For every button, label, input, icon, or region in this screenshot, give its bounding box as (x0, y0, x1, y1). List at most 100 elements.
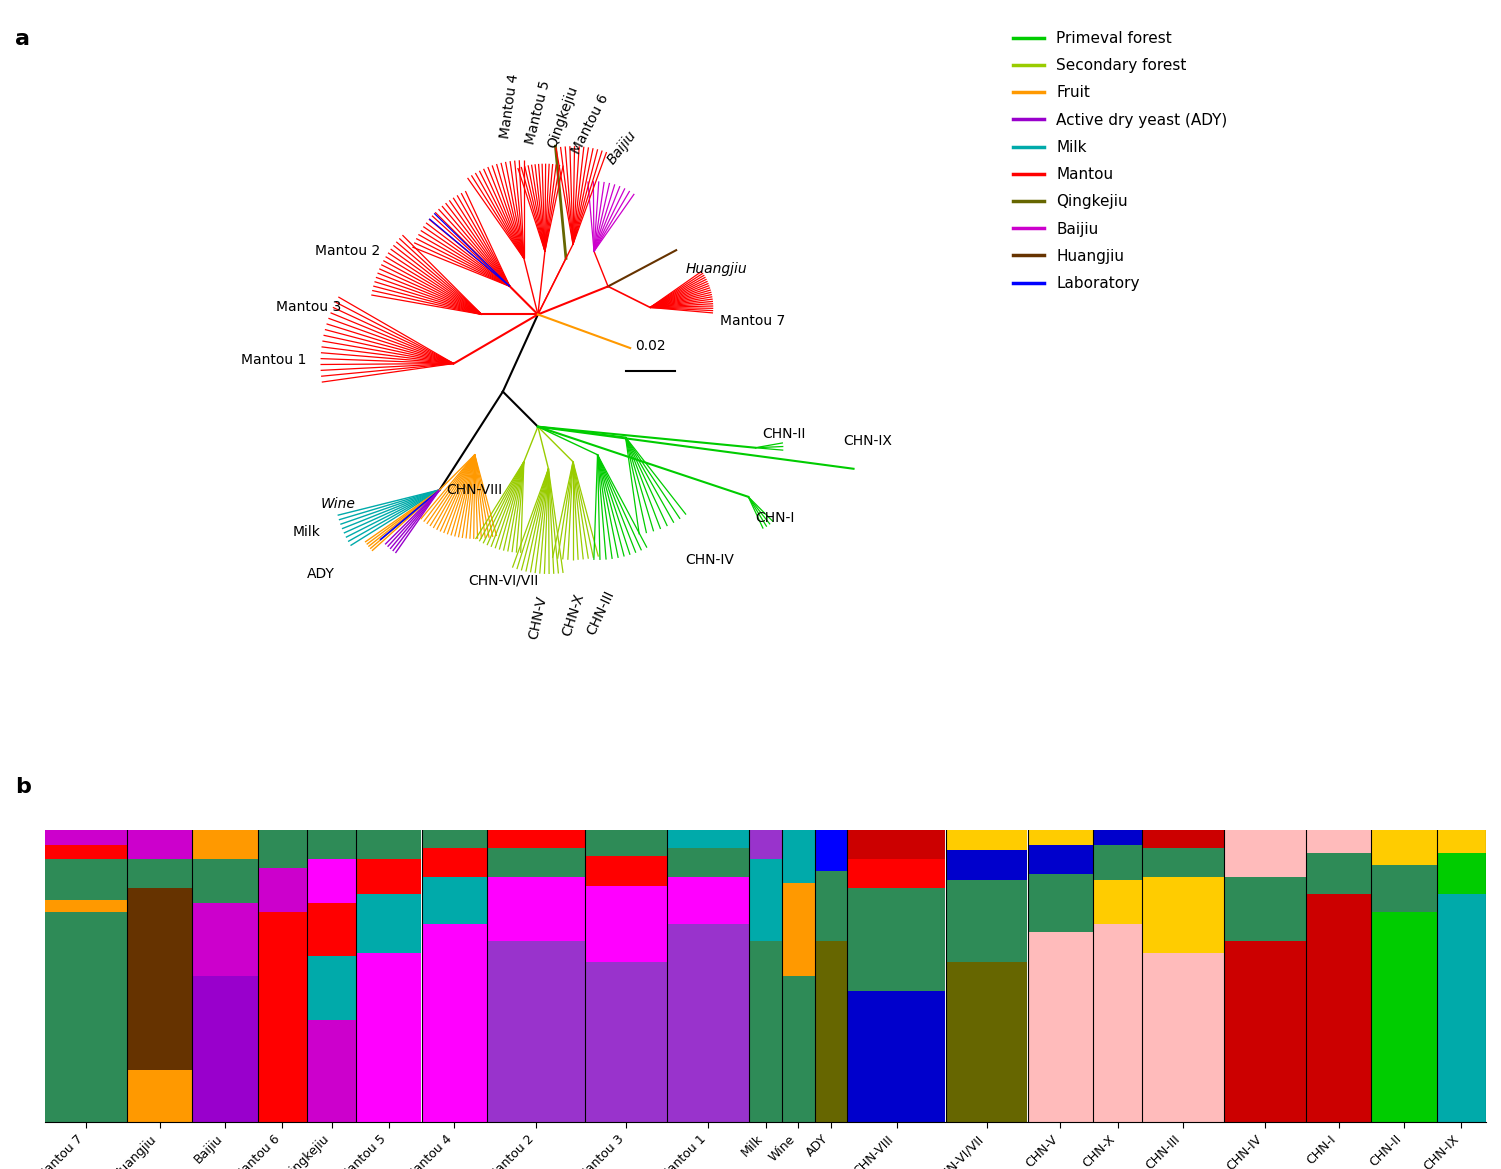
Bar (749, 859, 782, 941)
Bar (1225, 877, 1306, 941)
Bar (585, 856, 666, 886)
Bar (848, 888, 946, 991)
Bar (1436, 894, 1486, 1122)
Bar (1093, 830, 1142, 844)
Text: CHN-X: CHN-X (560, 592, 587, 638)
Bar (848, 830, 946, 859)
Bar (308, 830, 356, 859)
Text: CHN-IV: CHN-IV (684, 553, 734, 567)
Bar (128, 859, 192, 888)
Bar (1093, 880, 1142, 924)
Bar (946, 880, 1027, 961)
Text: CHN-V: CHN-V (527, 595, 549, 641)
Bar (45, 912, 126, 1122)
Bar (1372, 865, 1436, 912)
Bar (1225, 830, 1306, 877)
Bar (258, 912, 306, 1122)
Bar (128, 888, 192, 1070)
Bar (45, 900, 126, 912)
Bar (1436, 830, 1486, 853)
Bar (1093, 844, 1142, 879)
Text: Mantou 5: Mantou 5 (524, 79, 552, 146)
Text: CHN-II: CHN-II (763, 427, 806, 441)
Bar (308, 956, 356, 1019)
Bar (128, 1070, 192, 1122)
Bar (422, 877, 486, 924)
Bar (1028, 933, 1093, 1122)
Bar (258, 830, 306, 867)
Text: Milk: Milk (293, 525, 321, 539)
Text: CHN-III: CHN-III (585, 588, 617, 637)
Bar (1142, 877, 1223, 953)
Bar (488, 830, 585, 848)
Bar (45, 844, 126, 859)
Text: CHN-I: CHN-I (755, 511, 794, 525)
Bar (1372, 830, 1436, 865)
Bar (668, 924, 749, 1122)
Text: Huangjiu: Huangjiu (684, 262, 747, 276)
Bar (308, 859, 356, 902)
Legend: Primeval forest, Secondary forest, Fruit, Active dry yeast (ADY), Milk, Mantou, : Primeval forest, Secondary forest, Fruit… (1013, 32, 1228, 291)
Bar (848, 859, 946, 888)
Bar (668, 830, 749, 848)
Bar (192, 859, 258, 902)
Text: 0.02: 0.02 (635, 339, 665, 353)
Text: b: b (15, 777, 32, 797)
Bar (815, 830, 847, 871)
Bar (128, 830, 192, 859)
Bar (356, 830, 422, 859)
Bar (1028, 874, 1093, 933)
Bar (668, 848, 749, 877)
Text: Wine: Wine (321, 497, 356, 511)
Bar (1093, 924, 1142, 1122)
Bar (1306, 853, 1372, 894)
Text: a: a (15, 29, 30, 49)
Bar (192, 976, 258, 1122)
Text: Mantou 4: Mantou 4 (498, 72, 521, 139)
Bar (1028, 830, 1093, 844)
Bar (422, 848, 486, 877)
Text: Mantou 6: Mantou 6 (569, 92, 611, 157)
Bar (1142, 953, 1223, 1122)
Bar (946, 830, 1027, 851)
Bar (45, 859, 126, 900)
Bar (749, 830, 782, 859)
Bar (422, 924, 486, 1122)
Text: CHN-VI/VII: CHN-VI/VII (468, 574, 537, 588)
Bar (848, 991, 946, 1122)
Bar (946, 851, 1027, 879)
Bar (668, 877, 749, 924)
Text: ADY: ADY (306, 567, 335, 581)
Text: Baijiu: Baijiu (605, 129, 639, 167)
Bar (308, 1019, 356, 1122)
Text: Qingkejiu: Qingkejiu (545, 84, 581, 150)
Bar (782, 976, 815, 1122)
Bar (258, 867, 306, 912)
Bar (1142, 848, 1223, 877)
Bar (1142, 830, 1223, 848)
Text: CHN-VIII: CHN-VIII (447, 483, 503, 497)
Bar (192, 902, 258, 976)
Bar (45, 830, 126, 844)
Text: Mantou 1: Mantou 1 (242, 353, 306, 367)
Bar (488, 848, 585, 877)
Bar (192, 830, 258, 859)
Bar (356, 953, 422, 1122)
Bar (585, 830, 666, 856)
Bar (1436, 853, 1486, 894)
Bar (308, 902, 356, 956)
Text: Mantou 3: Mantou 3 (276, 300, 342, 314)
Bar (422, 830, 486, 848)
Bar (782, 883, 815, 976)
Bar (488, 941, 585, 1122)
Text: Mantou 7: Mantou 7 (720, 314, 785, 328)
Bar (488, 877, 585, 941)
Bar (1225, 941, 1306, 1122)
Bar (946, 961, 1027, 1122)
Text: CHN-IX: CHN-IX (844, 434, 892, 448)
Bar (585, 886, 666, 961)
Bar (356, 894, 422, 953)
Bar (1028, 844, 1093, 874)
Bar (815, 941, 847, 1122)
Bar (1306, 830, 1372, 853)
